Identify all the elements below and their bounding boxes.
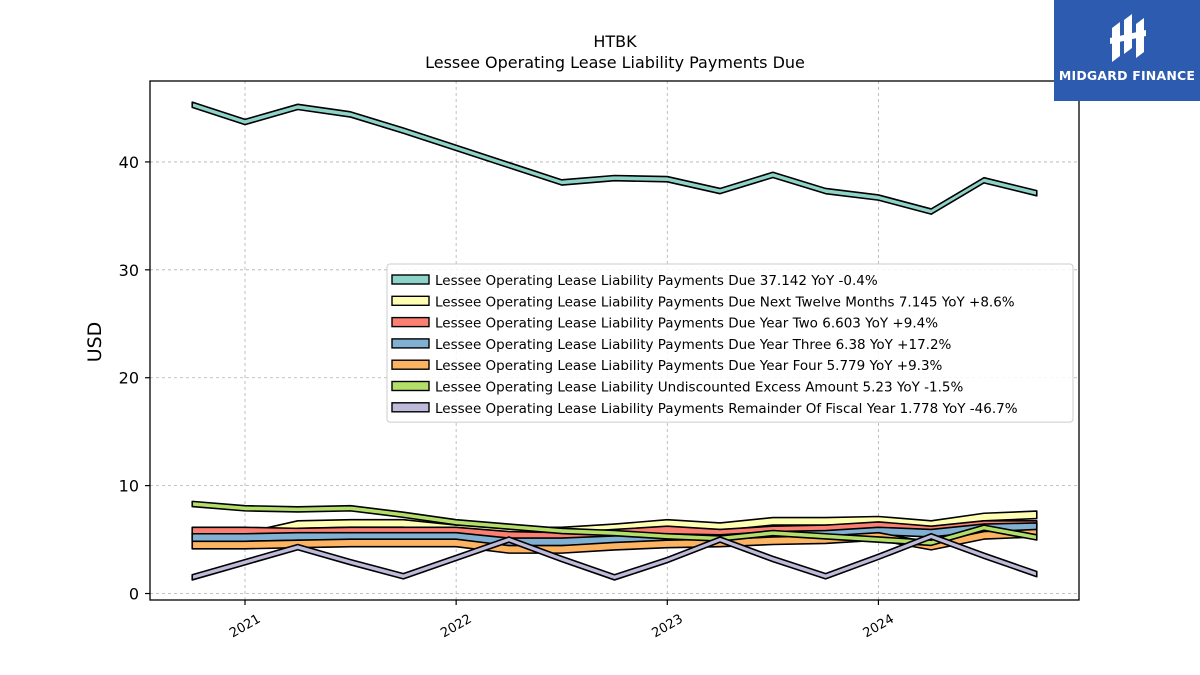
legend-entry-label: Lessee Operating Lease Liability Undisco… — [435, 380, 963, 396]
x-tick-label: 2022 — [438, 612, 474, 642]
legend-swatch — [391, 338, 430, 349]
series-6 — [191, 500, 1038, 547]
legend-entry-label: Lessee Operating Lease Liability Payment… — [435, 401, 1018, 417]
plot-area-frame — [149, 80, 1080, 601]
y-tick-label: 20 — [119, 369, 139, 388]
x-tick-label: 2021 — [227, 612, 263, 642]
chart-subtitle: Lessee Operating Lease Liability Payment… — [425, 53, 805, 72]
midgard-finance-logo: MIDGARD FINANCE — [1054, 0, 1200, 101]
legend-entry-label: Lessee Operating Lease Liability Payment… — [435, 294, 1015, 310]
series-6-area — [191, 500, 1038, 547]
legend-swatch — [391, 402, 430, 413]
y-tick-label: 10 — [119, 477, 139, 496]
y-axis-label: USD — [84, 322, 106, 363]
series-7 — [191, 532, 1038, 581]
x-tick-label: 2023 — [649, 612, 685, 642]
series-1 — [191, 101, 1038, 215]
x-tick-label: 2024 — [861, 612, 897, 642]
logo-brand-text: MIDGARD FINANCE — [1058, 68, 1196, 83]
legend-swatch — [391, 316, 430, 328]
series-layer — [191, 101, 1038, 581]
legend-swatch — [391, 380, 430, 392]
legend-swatch — [391, 274, 430, 285]
legend-entry-label: Lessee Operating Lease Liability Payment… — [435, 273, 878, 289]
y-tick-label: 0 — [129, 585, 139, 604]
legend-entry-label: Lessee Operating Lease Liability Payment… — [435, 337, 952, 353]
midgard-logo-icon — [1110, 14, 1146, 62]
legend: Lessee Operating Lease Liability Payment… — [386, 263, 1074, 423]
series-7-area — [191, 532, 1038, 581]
chart-title: HTBK — [593, 32, 637, 51]
legend-entry-label: Lessee Operating Lease Liability Payment… — [435, 316, 938, 332]
legend-entry-label: Lessee Operating Lease Liability Payment… — [435, 358, 943, 374]
legend-swatch — [391, 295, 430, 306]
legend-swatch — [391, 359, 430, 370]
y-tick-label: 40 — [119, 153, 139, 172]
series-1-area — [191, 101, 1038, 215]
y-tick-label: 30 — [119, 261, 139, 280]
legend-box — [386, 263, 1074, 423]
